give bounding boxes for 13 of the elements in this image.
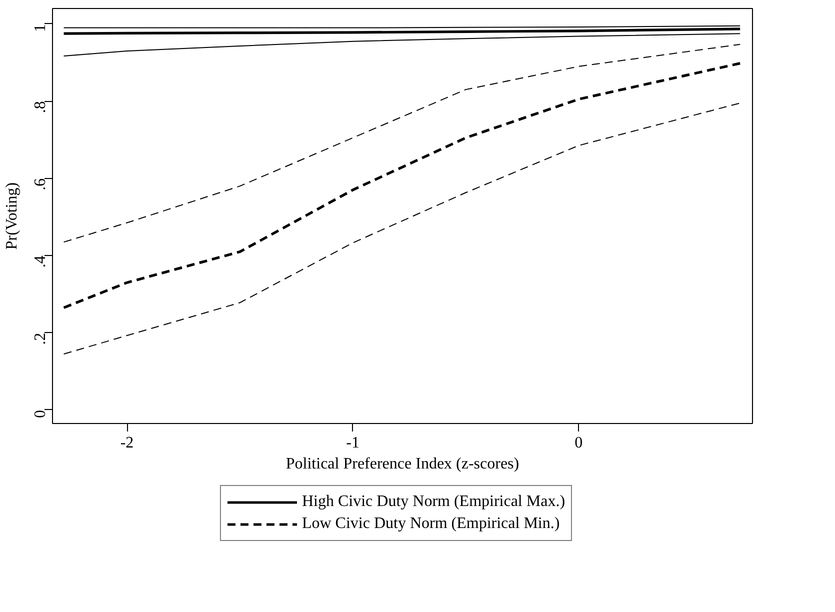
x-tick-label: -2 — [120, 434, 134, 452]
legend-label: High Civic Duty Norm (Empirical Max.) — [302, 492, 566, 510]
y-tick-label: 0 — [32, 410, 49, 418]
y-tick-label: .2 — [32, 332, 49, 345]
y-tick-label: .4 — [32, 256, 49, 268]
y-tick-label: .6 — [32, 178, 49, 190]
legend-label: Low Civic Duty Norm (Empirical Min.) — [302, 514, 560, 532]
x-tick-label: -1 — [346, 434, 360, 452]
y-tick-label: .8 — [32, 101, 49, 114]
x-axis-title: Political Preference Index (z-scores) — [286, 456, 520, 472]
y-tick-label: 1 — [32, 24, 49, 32]
x-tick-label: 0 — [574, 434, 583, 452]
y-axis-title: Pr(Voting) — [4, 182, 20, 250]
